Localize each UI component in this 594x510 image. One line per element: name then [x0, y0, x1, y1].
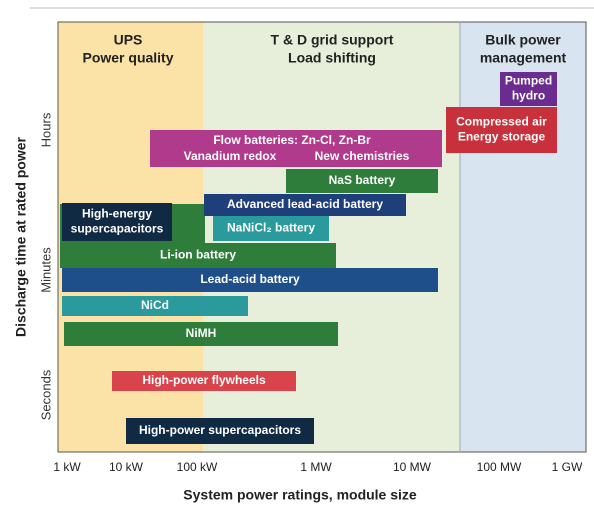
- storage-box: [112, 371, 296, 391]
- storage-box: [62, 268, 438, 292]
- storage-label: NiMH: [186, 326, 217, 340]
- x-axis-label: 100 MW: [477, 460, 522, 474]
- storage-label: High-energy: [82, 207, 152, 221]
- storage-box: [126, 418, 314, 444]
- x-axis-label: 100 kW: [177, 460, 218, 474]
- x-axis-label: 1 kW: [53, 460, 81, 474]
- x-axis-label: 10 MW: [393, 460, 432, 474]
- storage-label: NaNiCl₂ battery: [227, 221, 315, 235]
- storage-label: Lead-acid battery: [200, 272, 300, 286]
- region-heading: Bulk power: [485, 32, 561, 48]
- storage-box: [64, 322, 338, 346]
- region-heading: Load shifting: [288, 50, 376, 66]
- region-heading: management: [480, 50, 567, 66]
- storage-box: [213, 216, 329, 241]
- region-heading: T & D grid support: [271, 32, 394, 48]
- storage-label: Flow batteries: Zn-Cl, Zn-Br: [213, 133, 371, 147]
- storage-box: [500, 72, 557, 106]
- storage-label: Pumped: [505, 74, 552, 88]
- y-axis-title: Discharge time at rated power: [13, 136, 29, 337]
- storage-box: [62, 203, 172, 241]
- y-axis-label: Minutes: [38, 247, 53, 293]
- plot-frame: [57, 21, 587, 453]
- x-axis-label: 1 GW: [552, 460, 583, 474]
- storage-label: hydro: [512, 89, 545, 103]
- storage-label: NaS battery: [329, 173, 396, 187]
- storage-label: supercapacitors: [71, 222, 164, 236]
- x-axis-label: 1 MW: [300, 460, 332, 474]
- storage-label: High-power flywheels: [142, 373, 266, 387]
- storage-label: Li-ion battery: [160, 248, 236, 262]
- storage-box: [286, 169, 438, 193]
- y-axis-label: Seconds: [38, 369, 53, 420]
- region-heading: UPS: [114, 32, 143, 48]
- y-axis-label: Hours: [38, 112, 53, 147]
- x-axis-title: System power ratings, module size: [183, 487, 417, 503]
- x-axis-label: 10 kW: [109, 460, 144, 474]
- storage-box: [62, 296, 248, 316]
- storage-label: Compressed air: [456, 115, 547, 129]
- storage-box: [204, 194, 406, 216]
- region-heading: Power quality: [82, 50, 173, 66]
- storage-label: New chemistries: [315, 149, 410, 163]
- storage-box: [60, 243, 336, 268]
- storage-label: High-power supercapacitors: [139, 423, 301, 437]
- storage-label: Advanced lead-acid battery: [227, 197, 383, 211]
- storage-label: Vanadium redox: [184, 149, 277, 163]
- storage-box: [150, 130, 442, 167]
- storage-box: [446, 107, 557, 153]
- storage-label: Energy storage: [458, 130, 546, 144]
- storage-label: NiCd: [141, 298, 169, 312]
